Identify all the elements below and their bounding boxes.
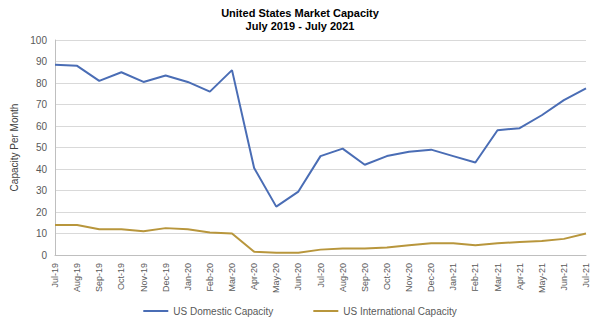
svg-text:Jan-21: Jan-21 <box>448 263 458 291</box>
svg-text:Feb-21: Feb-21 <box>470 263 480 292</box>
svg-text:80: 80 <box>36 78 48 89</box>
svg-text:Dec-19: Dec-19 <box>161 263 171 292</box>
svg-text:Mar-21: Mar-21 <box>493 263 503 292</box>
svg-text:70: 70 <box>36 99 48 110</box>
svg-text:40: 40 <box>36 164 48 175</box>
svg-text:Oct-19: Oct-19 <box>116 263 126 290</box>
svg-text:Mar-20: Mar-20 <box>227 263 237 292</box>
svg-text:Oct-20: Oct-20 <box>382 263 392 290</box>
svg-text:100: 100 <box>30 35 47 46</box>
svg-text:60: 60 <box>36 121 48 132</box>
svg-text:Aug-20: Aug-20 <box>338 263 348 292</box>
svg-text:30: 30 <box>36 185 48 196</box>
svg-text:Capacity Per Month: Capacity Per Month <box>9 104 20 192</box>
svg-text:United States Market Capacity: United States Market Capacity <box>221 7 380 19</box>
svg-text:Jan-20: Jan-20 <box>183 263 193 291</box>
svg-text:Sep-20: Sep-20 <box>360 263 370 292</box>
svg-text:US Domestic Capacity: US Domestic Capacity <box>173 306 273 317</box>
svg-text:Feb-20: Feb-20 <box>205 263 215 292</box>
svg-text:Apr-21: Apr-21 <box>515 263 525 290</box>
svg-text:90: 90 <box>36 56 48 67</box>
svg-text:Jul-21: Jul-21 <box>581 263 591 288</box>
svg-text:July 2019 - July 2021: July 2019 - July 2021 <box>246 20 355 32</box>
svg-text:May-21: May-21 <box>537 263 547 293</box>
svg-text:20: 20 <box>36 207 48 218</box>
svg-text:Sep-19: Sep-19 <box>94 263 104 292</box>
svg-text:Nov-20: Nov-20 <box>404 263 414 292</box>
svg-text:Jun-20: Jun-20 <box>293 263 303 291</box>
svg-text:Nov-19: Nov-19 <box>139 263 149 292</box>
svg-text:10: 10 <box>36 228 48 239</box>
svg-text:May-20: May-20 <box>271 263 281 293</box>
svg-text:Aug-19: Aug-19 <box>72 263 82 292</box>
svg-text:Dec-20: Dec-20 <box>426 263 436 292</box>
svg-text:50: 50 <box>36 142 48 153</box>
svg-text:US International Capacity: US International Capacity <box>343 306 456 317</box>
svg-text:Jul-20: Jul-20 <box>316 263 326 288</box>
svg-text:Jun-21: Jun-21 <box>559 263 569 291</box>
svg-text:0: 0 <box>41 250 47 261</box>
svg-text:Jul-19: Jul-19 <box>50 263 60 288</box>
svg-text:Apr-20: Apr-20 <box>249 263 259 290</box>
